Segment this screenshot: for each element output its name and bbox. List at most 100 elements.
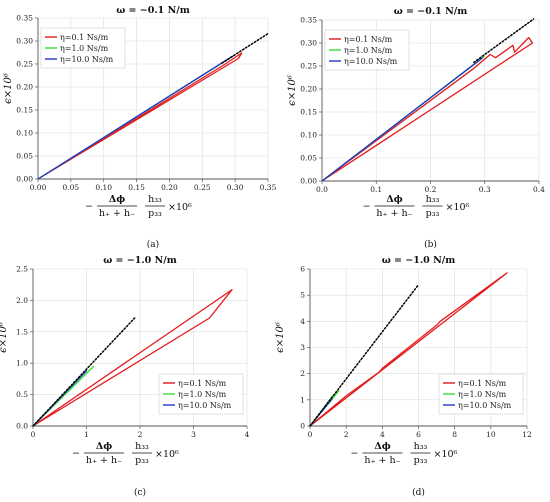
x-label-tail: ×10⁶ [155, 449, 179, 460]
legend: η=0.1 Ns/m η=1.0 Ns/m η=10.0 Ns/m [158, 373, 244, 415]
legend-label-1: η=0.1 Ns/m [60, 33, 109, 42]
y-tick-label: 0.30 [300, 39, 317, 48]
x-label-frac1-den: h₊ + h₋ [364, 455, 400, 466]
legend-label-1: η=0.1 Ns/m [458, 379, 507, 388]
x-tick-label: 0.0 [316, 185, 328, 194]
y-tick-label: 3 [300, 343, 305, 352]
y-tick-label: 0.05 [300, 154, 317, 163]
legend-label-2: η=1.0 Ns/m [178, 390, 227, 399]
x-label-minus: − [72, 448, 80, 459]
y-axis-label: ϵ×10⁶ [0, 322, 9, 353]
y-tick-label: 6 [300, 265, 305, 274]
x-label-frac2-num: h₃₃ [148, 194, 162, 205]
x-axis-label: − Δϕ h₊ + h₋ h₃₃ p₃₃ ×10⁶ [85, 194, 192, 219]
x-label-frac2-num: h₃₃ [414, 441, 428, 452]
x-label-frac1-num: Δϕ [96, 441, 112, 452]
y-tick-label: 1.5 [16, 327, 28, 336]
x-label-minus: − [85, 201, 93, 212]
x-label-frac1-num: Δϕ [386, 194, 402, 205]
chart-panel-b: 0.0 0.1 0.2 0.3 0.4 0.00 0.05 0.10 0.15 0.20 0.25 0… [287, 6, 545, 250]
chart-panel-c: 0 1 2 3 4 0.0 0.5 1.0 1.5 2.0 2.5 ω = −1.0 N/m ϵ×10⁶… [0, 255, 250, 498]
y-tick-label: 0.5 [16, 390, 28, 399]
x-tick-label: 8 [452, 430, 457, 439]
x-tick-label: 0.25 [194, 183, 211, 192]
y-tick-label: 0.20 [16, 83, 33, 92]
legend-label-1: η=0.1 Ns/m [344, 35, 393, 44]
y-tick-label: 1.0 [16, 359, 28, 368]
x-label-frac2-num: h₃₃ [135, 441, 149, 452]
x-label-frac1-den: h₊ + h₋ [86, 455, 122, 466]
panel-caption: (c) [134, 487, 146, 498]
x-axis-label: − Δϕ h₊ + h₋ h₃₃ p₃₃ ×10⁶ [351, 441, 458, 466]
legend-label-2: η=1.0 Ns/m [60, 44, 109, 53]
x-axis-label: − Δϕ h₊ + h₋ h₃₃ p₃₃ ×10⁶ [72, 441, 179, 466]
chart-panel-a: 0.00 0.05 0.10 0.15 0.20 0.25 0.30 0.35 0.00 0.05… [3, 5, 277, 250]
y-tick-label: 0.20 [300, 85, 317, 94]
x-label-frac2-den: p₃₃ [414, 455, 428, 466]
x-tick-label: 2 [138, 430, 143, 439]
series-line-1 [37, 52, 243, 180]
x-tick-label: 0 [308, 430, 313, 439]
legend: η=0.1 Ns/m η=1.0 Ns/m η=10.0 Ns/m [324, 29, 410, 71]
x-tick-label: 2 [344, 430, 349, 439]
y-tick-label: 0.25 [300, 62, 317, 71]
y-tick-label: 0.35 [300, 16, 317, 25]
chart-title: ω = −0.1 N/m [394, 6, 468, 17]
x-tick-label: 10 [486, 430, 496, 439]
x-tick-label: 0.1 [370, 185, 382, 194]
reference-line [473, 18, 535, 64]
y-tick-label: 0.25 [16, 60, 33, 69]
series-line-1 [309, 272, 508, 427]
y-tick-label: 0 [300, 422, 305, 431]
x-tick-label: 4 [245, 430, 250, 439]
reference-line [32, 317, 136, 427]
chart-title: ω = −1.0 N/m [103, 255, 177, 266]
x-label-frac1-num: Δϕ [374, 441, 390, 452]
legend: η=0.1 Ns/m η=1.0 Ns/m η=10.0 Ns/m [438, 373, 524, 415]
series-line-1 [32, 289, 233, 427]
y-tick-label: 2.0 [16, 296, 28, 305]
series-line-3 [321, 57, 483, 182]
legend: η=0.1 Ns/m η=1.0 Ns/m η=10.0 Ns/m [40, 27, 126, 69]
x-label-frac1-num: Δϕ [109, 194, 125, 205]
legend-label-2: η=1.0 Ns/m [344, 46, 393, 55]
x-tick-label: 0 [31, 430, 36, 439]
x-tick-label: 0.00 [30, 183, 47, 192]
x-tick-label: 1 [84, 430, 89, 439]
y-tick-label: 0.30 [16, 37, 33, 46]
x-label-minus: − [363, 201, 371, 212]
panel-caption: (d) [412, 487, 425, 498]
x-tick-label: 0.30 [227, 183, 244, 192]
legend-label-3: η=10.0 Ns/m [458, 401, 512, 410]
x-label-tail: ×10⁶ [446, 202, 470, 213]
chart-title: ω = −1.0 N/m [382, 255, 456, 266]
x-label-frac2-den: p₃₃ [135, 455, 149, 466]
y-tick-label: 0.10 [300, 131, 317, 140]
y-tick-label: 0.35 [16, 14, 33, 23]
legend-label-3: η=10.0 Ns/m [60, 55, 114, 64]
y-tick-label: 0.00 [16, 175, 33, 184]
y-tick-label: 2.5 [16, 265, 28, 274]
y-tick-label: 0.05 [16, 152, 33, 161]
x-tick-label: 0.10 [95, 183, 112, 192]
panel-caption: (a) [147, 239, 159, 250]
x-label-frac1-den: h₊ + h₋ [99, 208, 135, 219]
x-tick-label: 12 [522, 430, 532, 439]
x-tick-label: 0.35 [260, 183, 277, 192]
x-tick-label: 0.4 [533, 185, 545, 194]
x-label-frac2-num: h₃₃ [426, 194, 440, 205]
y-axis-label: ϵ×10⁶ [3, 73, 14, 104]
y-tick-label: 0.10 [16, 129, 33, 138]
x-tick-label: 4 [380, 430, 385, 439]
x-tick-label: 0.3 [479, 185, 491, 194]
x-label-frac2-den: p₃₃ [148, 208, 162, 219]
chart-title: ω = −0.1 N/m [116, 5, 190, 16]
x-tick-label: 0.05 [63, 183, 80, 192]
reference-line [221, 32, 269, 64]
x-tick-label: 6 [416, 430, 421, 439]
legend-label-3: η=10.0 Ns/m [178, 401, 232, 410]
y-tick-label: 4 [300, 317, 305, 326]
legend-label-2: η=1.0 Ns/m [458, 390, 507, 399]
x-tick-label: 3 [191, 430, 196, 439]
